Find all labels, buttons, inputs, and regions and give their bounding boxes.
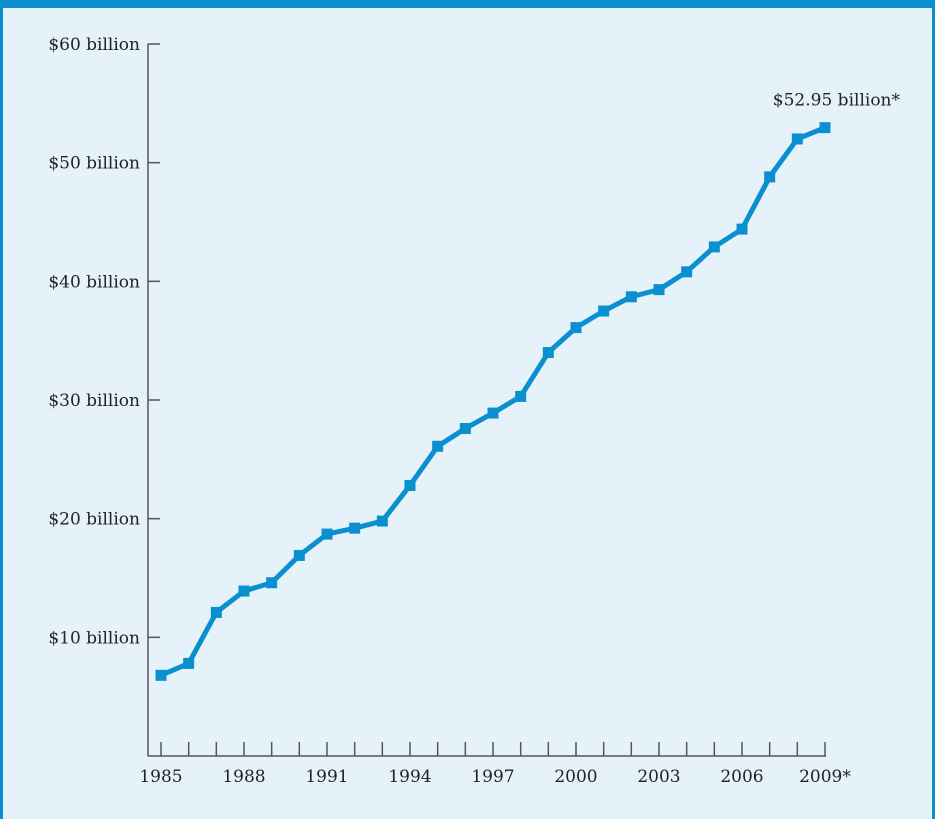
series-line xyxy=(158,125,828,678)
y-tick-label: $40 billion xyxy=(48,272,140,292)
x-tick-label: 2003 xyxy=(637,767,680,787)
y-tick-label: $60 billion xyxy=(48,35,140,55)
data-point xyxy=(681,266,693,278)
data-point xyxy=(376,515,388,527)
y-tick-label: $20 billion xyxy=(48,510,140,530)
data-point xyxy=(708,241,720,253)
data-point xyxy=(210,606,222,618)
data-point xyxy=(459,422,471,434)
data-point xyxy=(625,291,637,303)
y-tick-label: $30 billion xyxy=(48,391,140,411)
data-point xyxy=(819,122,831,134)
x-tick-label: 2000 xyxy=(554,767,597,787)
x-tick-label: 2009* xyxy=(799,767,851,787)
x-tick-label: 1991 xyxy=(305,767,348,787)
data-point xyxy=(542,347,554,359)
y-tick-label: $50 billion xyxy=(48,154,140,174)
data-point xyxy=(432,440,444,452)
data-point xyxy=(653,284,665,296)
data-point xyxy=(321,528,333,540)
data-point xyxy=(404,479,416,491)
x-tick-label: 1988 xyxy=(222,767,265,787)
y-tick-label: $10 billion xyxy=(48,628,140,648)
data-point xyxy=(598,305,610,317)
data-point xyxy=(764,171,776,183)
data-point xyxy=(570,322,582,334)
annotation-label: $52.95 billion* xyxy=(773,91,901,111)
data-point xyxy=(155,669,167,681)
data-point xyxy=(736,223,748,235)
x-tick-label: 2006 xyxy=(720,767,763,787)
data-point xyxy=(293,549,305,561)
x-tick-label: 1985 xyxy=(139,767,182,787)
data-point xyxy=(515,390,527,402)
data-point xyxy=(349,522,361,534)
data-point xyxy=(266,577,278,589)
data-point xyxy=(487,407,499,419)
x-tick-label: 1997 xyxy=(471,767,514,787)
data-point xyxy=(238,585,250,597)
data-point xyxy=(791,133,803,145)
x-tick-label: 1994 xyxy=(388,767,431,787)
data-point xyxy=(183,657,195,669)
